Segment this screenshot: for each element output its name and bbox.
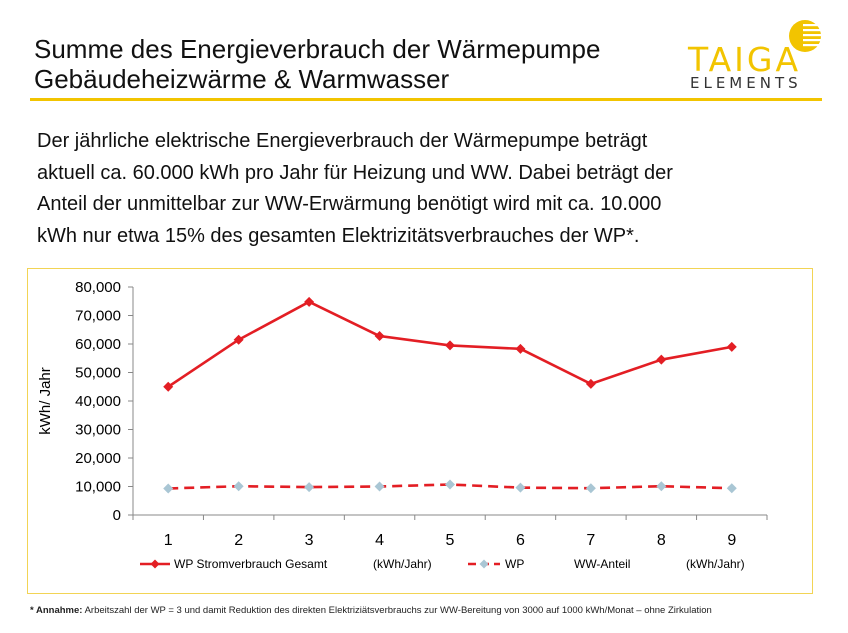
description-text: Der jährliche elektrische Energieverbrau… [37,126,837,252]
legend-label-2: WP [505,557,524,571]
legend-marker-1 [150,559,160,569]
chart-frame: 80,000 70,000 60,000 50,000 40,000 30,000 20,0… [27,268,813,594]
logo-subtitle: ELEMENTS [690,74,802,92]
x-tick-label: 9 [727,532,736,549]
legend-marker-2 [479,559,489,569]
data-point [304,482,315,493]
sun-logo-icon [789,20,823,52]
footnote-label: * Annahme: [30,605,83,616]
footnote-text: Arbeitszahl der WP = 3 und damit Redukti… [84,605,712,616]
data-point [726,341,737,352]
energy-line-chart: 80,000 70,000 60,000 50,000 40,000 30,000 20,0… [37,279,768,571]
x-tick-label: 2 [234,532,243,549]
data-point [515,343,526,354]
y-tick-label: 80,000 [75,279,121,296]
legend-extra-2: WW-Anteil [574,557,630,571]
data-point [233,481,244,492]
x-tick-label: 3 [305,532,314,549]
y-tick-label: 20,000 [75,450,121,467]
legend-unit-1: (kWh/Jahr) [373,557,432,571]
x-tick-label: 8 [657,532,666,549]
footnote: * Annahme: Arbeitszahl der WP = 3 und da… [30,605,712,616]
page-title: Summe des Energieverbrauch der Wärmepump… [34,34,694,94]
title-line-2: Gebäudeheizwärme & Warmwasser [34,64,450,94]
y-tick-label: 10,000 [75,479,121,496]
description-line: kWh nur etwa 15% des gesamten Elektrizit… [37,224,640,247]
data-point [304,296,315,307]
description-line: Der jährliche elektrische Energieverbrau… [37,130,648,152]
y-tick-label: 50,000 [75,365,121,382]
y-tick-label: 70,000 [75,308,121,325]
x-tick-label: 5 [446,532,455,549]
data-point [233,334,244,345]
title-line-1: Summe des Energieverbrauch der Wärmepump… [34,34,601,64]
data-point [585,483,596,494]
data-point [726,483,737,494]
description-line: Anteil der unmittelbar zur WW-Erwärmung … [37,193,662,215]
y-tick-label: 40,000 [75,393,121,410]
data-point [515,482,526,493]
data-point [163,483,174,494]
data-point [374,331,385,342]
data-point [585,378,596,389]
legend-label-1: WP Stromverbrauch Gesamt [174,557,328,571]
data-point [656,481,667,492]
data-point [656,354,667,365]
taiga-elements-logo: TAIGA ELEMENTS [686,18,826,96]
data-point [445,340,455,351]
y-tick-label: 30,000 [75,422,121,439]
y-tick-label: 0 [113,507,121,524]
description-line: aktuell ca. 60.000 kWh pro Jahr für Heiz… [37,161,673,184]
logo-brand: TAIGA [688,40,802,79]
x-tick-label: 7 [586,532,595,549]
y-tick-label: 60,000 [75,336,121,353]
data-point [445,479,455,490]
data-point [163,381,174,392]
x-tick-label: 4 [375,532,384,549]
data-point [374,481,385,492]
x-tick-label: 6 [516,532,525,549]
x-tick-label: 1 [164,532,173,549]
legend-unit-2: (kWh/Jahr) [686,557,745,571]
header-divider [30,98,822,101]
y-axis-title: kWh/ Jahr [37,367,54,435]
